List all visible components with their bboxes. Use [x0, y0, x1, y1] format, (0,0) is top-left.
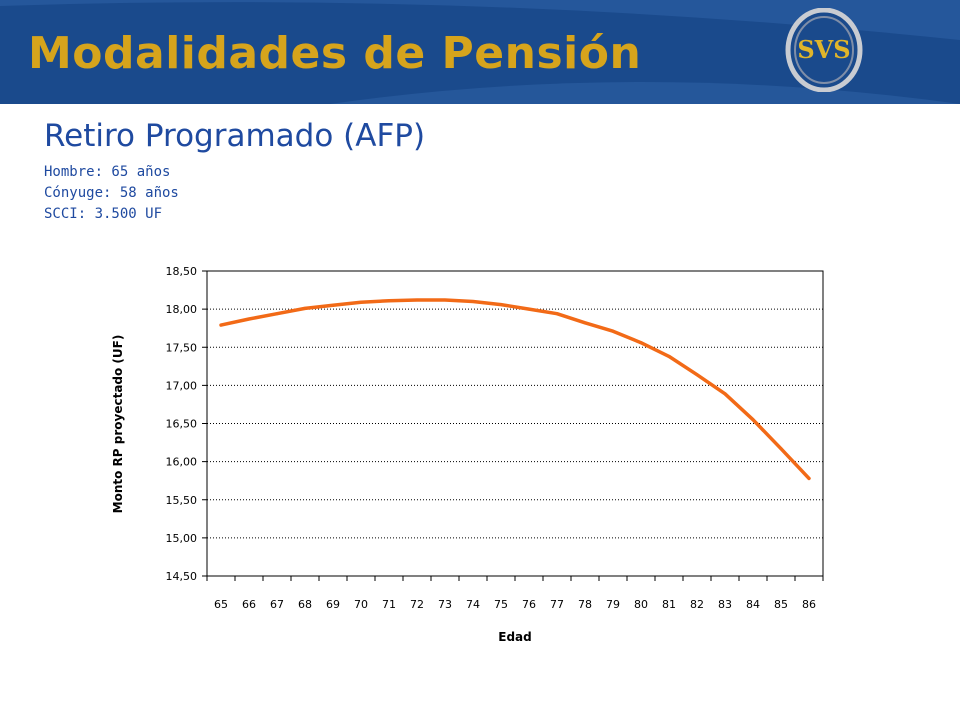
data-point [695, 373, 699, 377]
header-banner: Modalidades de Pensión SVS [0, 0, 960, 104]
y-axis-title: Monto RP proyectado (UF) [111, 335, 125, 514]
x-tick-label: 82 [690, 598, 704, 611]
x-tick-label: 74 [466, 598, 480, 611]
x-tick-label: 78 [578, 598, 592, 611]
data-point [275, 312, 279, 316]
x-tick-label: 79 [606, 598, 620, 611]
data-point [555, 312, 559, 316]
info-man-age: Hombre: 65 años [44, 164, 171, 180]
x-tick-label: 86 [802, 598, 816, 611]
data-point [807, 476, 811, 480]
data-point [611, 329, 615, 333]
info-spouse-age: Cónyuge: 58 años [44, 185, 179, 201]
y-tick-label: 15,00 [166, 532, 198, 545]
y-tick-label: 18,00 [166, 303, 198, 316]
x-tick-label: 80 [634, 598, 648, 611]
series-line [219, 298, 811, 481]
y-tick-label: 15,50 [166, 494, 198, 507]
x-tick-label: 85 [774, 598, 788, 611]
data-point [583, 321, 587, 325]
data-point [751, 418, 755, 422]
data-point [415, 298, 419, 302]
data-point [219, 323, 223, 327]
data-point [471, 300, 475, 303]
data-point [387, 299, 391, 303]
parameters-list: Hombre: 65 años Cónyuge: 58 años SCCI: 3… [44, 162, 179, 225]
x-tick-label: 72 [410, 598, 424, 611]
y-tick-label: 17,00 [166, 379, 198, 392]
data-point [667, 354, 671, 358]
data-point [779, 447, 783, 451]
x-tick-label: 81 [662, 598, 676, 611]
x-tick-label: 68 [298, 598, 312, 611]
data-point [331, 303, 335, 307]
x-tick-label: 71 [382, 598, 396, 611]
plot-area [206, 270, 824, 577]
x-tick-label: 75 [494, 598, 508, 611]
data-point [639, 341, 643, 345]
data-point [303, 306, 307, 310]
x-tick-label: 83 [718, 598, 732, 611]
x-tick-label: 67 [270, 598, 284, 611]
x-tick-label: 76 [522, 598, 536, 611]
y-tick-label: 17,50 [166, 341, 198, 354]
x-tick-label: 70 [354, 598, 368, 611]
data-point [247, 317, 251, 321]
header-swoosh [0, 0, 960, 104]
x-tick-label: 73 [438, 598, 452, 611]
data-point [443, 298, 447, 302]
x-tick-label: 65 [214, 598, 228, 611]
page-title: Modalidades de Pensión [28, 28, 642, 79]
data-point [359, 300, 363, 304]
x-tick-label: 66 [242, 598, 256, 611]
y-tick-label: 18,50 [166, 265, 198, 278]
x-tick-label: 69 [326, 598, 340, 611]
info-balance: SCCI: 3.500 UF [44, 206, 163, 222]
svs-logo: SVS [785, 8, 863, 92]
x-axis-title: Edad [498, 630, 531, 644]
data-point [723, 392, 727, 396]
data-point [499, 303, 503, 307]
x-tick-label: 77 [550, 598, 564, 611]
logo-text: SVS [797, 35, 850, 64]
x-tick-label: 84 [746, 598, 760, 611]
y-tick-label: 16,50 [166, 418, 198, 431]
section-subtitle: Retiro Programado (AFP) [44, 118, 426, 154]
data-point [527, 307, 531, 311]
y-tick-label: 16,00 [166, 456, 198, 469]
y-tick-label: 14,50 [166, 570, 198, 583]
